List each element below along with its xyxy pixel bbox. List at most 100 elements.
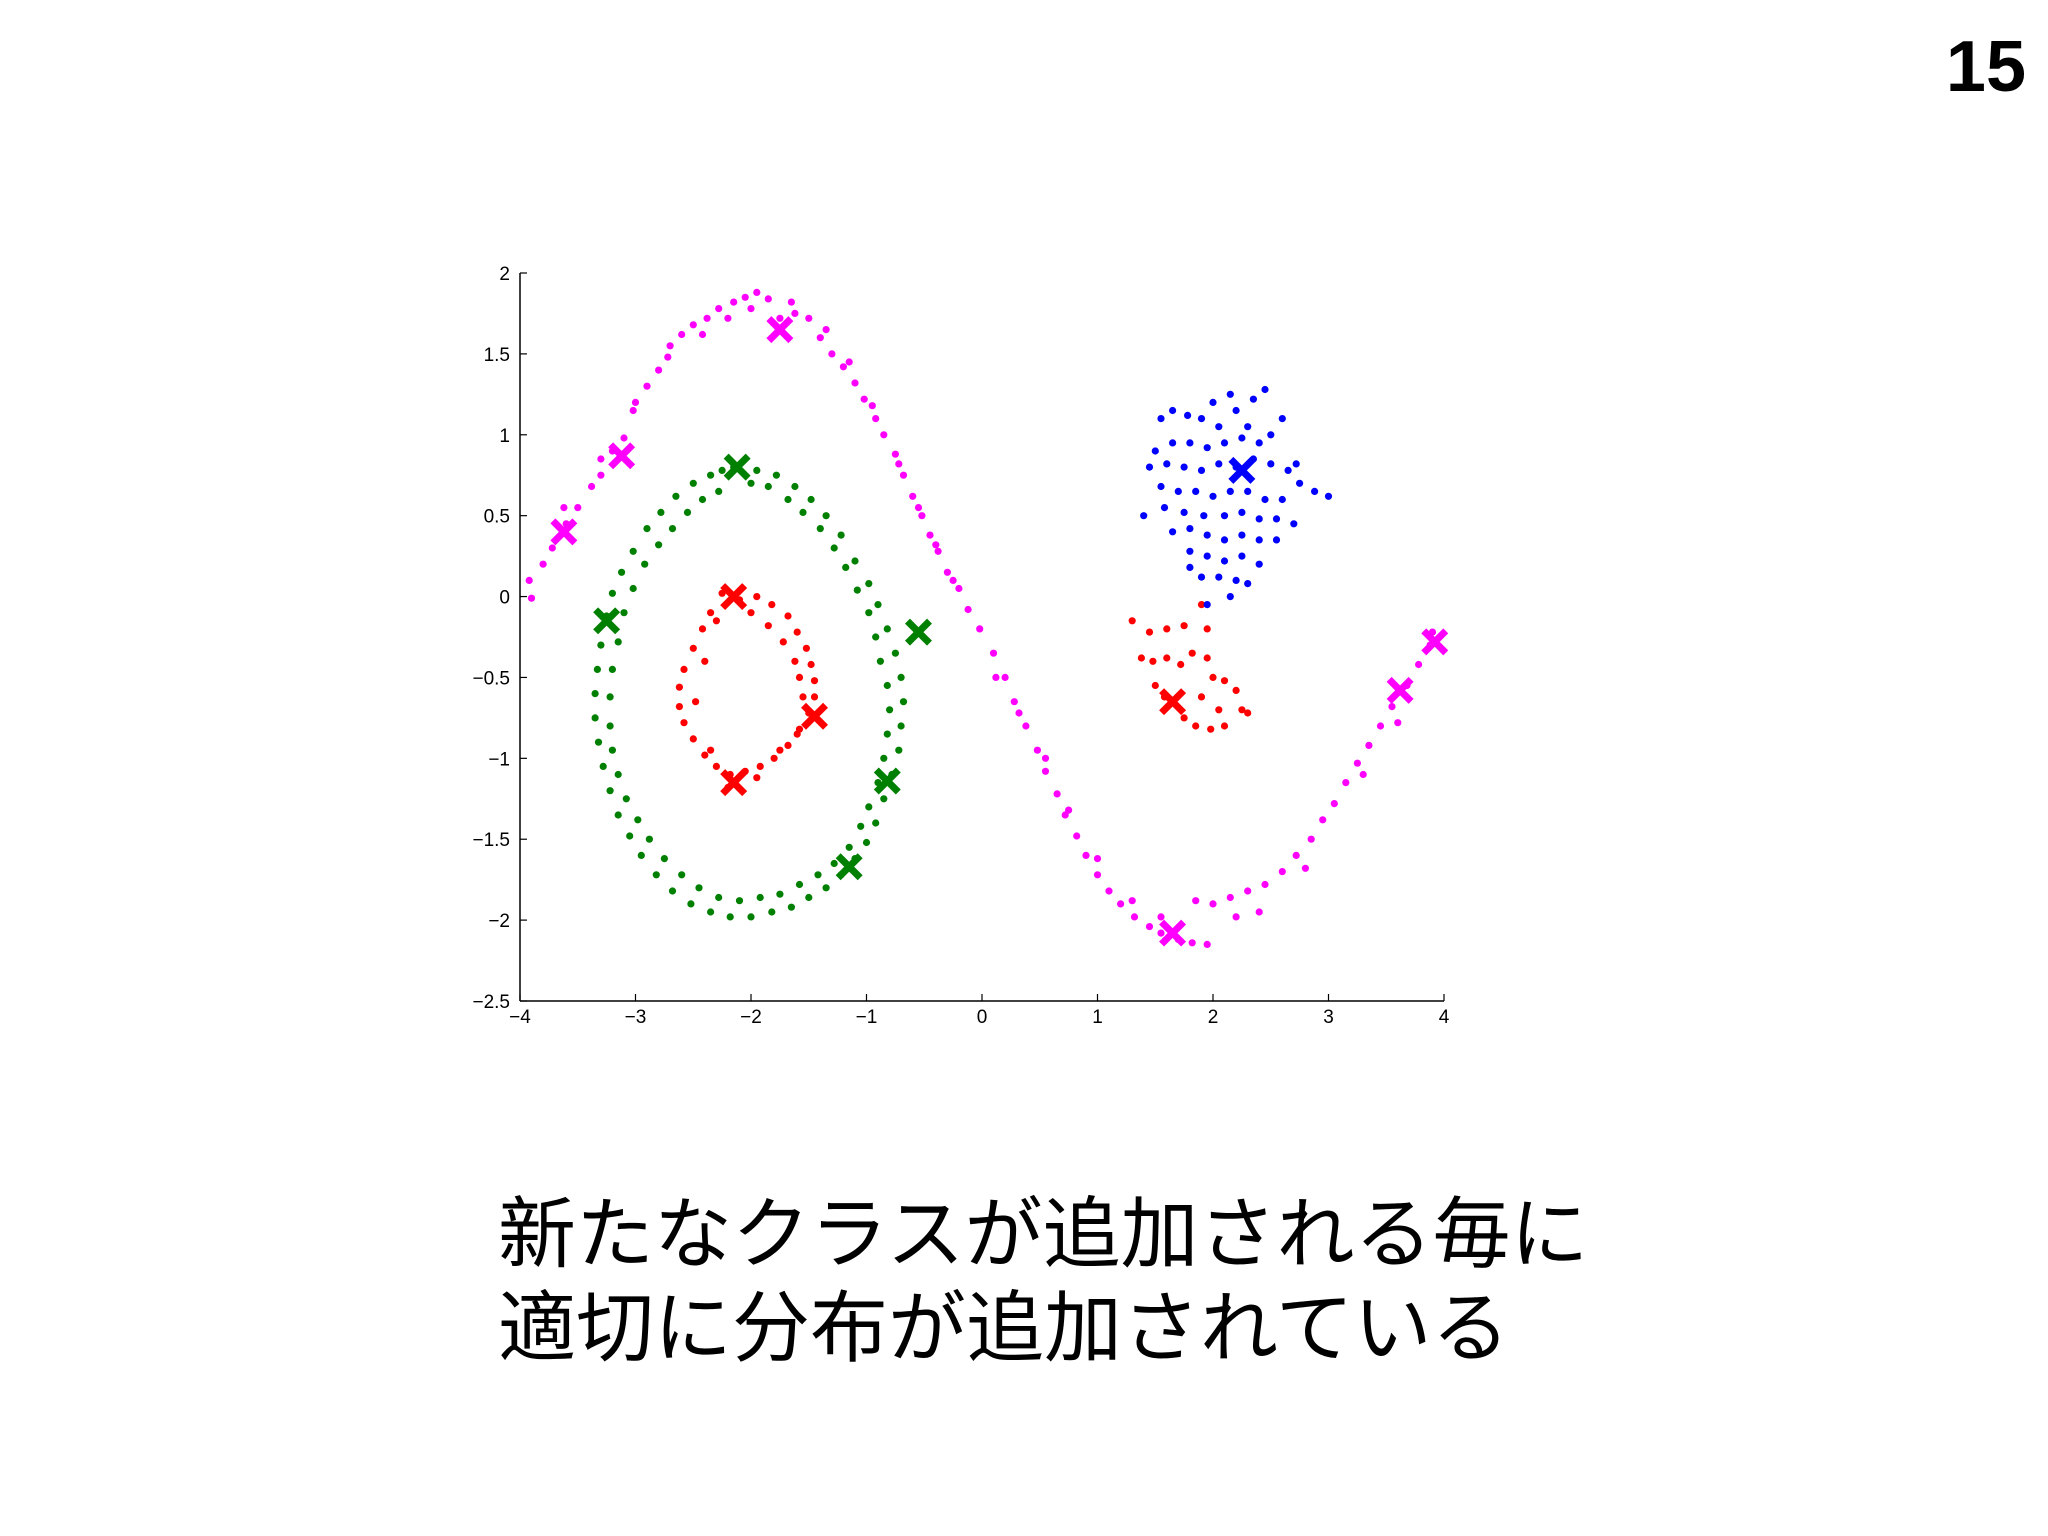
cluster-center-marker [1159, 919, 1187, 947]
cluster-center-marker [593, 607, 621, 635]
data-point [943, 568, 952, 576]
scatter-plot: −4 −3 −2 −1 0 1 2 3 4 2 1.5 1 0.5 0 −0.5 −1 −1.5 −2 −2.5 [472, 264, 1449, 1028]
data-point [886, 706, 894, 714]
data-point [692, 698, 700, 706]
data-point [1010, 698, 1018, 706]
data-point [776, 890, 784, 898]
data-point [1209, 398, 1217, 406]
data-point [807, 660, 815, 669]
data-point [865, 580, 873, 588]
data-point [1255, 439, 1263, 447]
data-point [1220, 677, 1229, 685]
data-point [1244, 487, 1252, 495]
data-point [1022, 722, 1030, 730]
data-point [1145, 628, 1154, 636]
data-point [724, 314, 732, 322]
data-point [1238, 552, 1246, 560]
data-point [810, 677, 819, 685]
data-point [1197, 573, 1206, 581]
data-point [1319, 816, 1327, 824]
data-point [747, 305, 755, 313]
data-point [1163, 625, 1171, 633]
y-tick-label: 1.5 [484, 345, 510, 366]
cluster-center-marker [720, 583, 748, 611]
data-point [839, 363, 848, 371]
data-point [666, 342, 674, 350]
data-point [1163, 460, 1171, 468]
data-point [1278, 415, 1286, 423]
y-tick-label: 0.5 [484, 507, 510, 528]
data-point [816, 334, 824, 342]
data-point [689, 735, 697, 743]
data-point [675, 683, 684, 691]
data-point [574, 504, 582, 512]
cluster-center-marker [723, 453, 751, 481]
data-point [618, 568, 626, 576]
data-point [594, 738, 603, 746]
data-point [883, 681, 891, 690]
y-tick-label: 2 [499, 264, 510, 285]
data-point [1140, 512, 1148, 520]
data-point [712, 617, 721, 625]
y-tick-label: 1 [499, 426, 510, 447]
data-point [588, 482, 596, 491]
data-point [539, 560, 547, 568]
data-point [695, 884, 703, 892]
data-point [1207, 725, 1215, 733]
data-point [837, 531, 845, 539]
data-point [1203, 552, 1211, 560]
data-point [883, 730, 891, 738]
data-point [629, 584, 637, 593]
data-point [629, 406, 637, 415]
data-point [976, 625, 984, 633]
data-point [753, 288, 761, 296]
data-point [1292, 460, 1300, 468]
data-point [703, 314, 711, 322]
data-point [872, 819, 880, 827]
data-point [934, 547, 942, 555]
data-point [606, 787, 614, 795]
data-point [793, 730, 801, 738]
data-point [608, 665, 617, 674]
plot-axes: −4 −3 −2 −1 0 1 2 3 4 2 1.5 1 0.5 0 −0.5 −1 −1.5 −2 −2.5 [472, 264, 1449, 1028]
data-point [1053, 790, 1061, 798]
data-point [1232, 406, 1240, 415]
data-point [1226, 593, 1234, 601]
data-point [597, 641, 605, 649]
data-point [880, 754, 888, 762]
data-point [1169, 528, 1177, 536]
data-point [1365, 741, 1373, 750]
data-point [802, 644, 811, 652]
data-point [1184, 411, 1192, 419]
data-point [795, 673, 804, 682]
data-point [1255, 560, 1263, 568]
data-point [643, 382, 651, 390]
cluster-center-marker [801, 702, 828, 730]
data-point [1128, 617, 1136, 625]
data-point [1192, 722, 1200, 730]
y-tick-label: −2.5 [472, 992, 510, 1013]
data-point [606, 693, 614, 701]
data-point [753, 774, 761, 782]
data-point [1192, 897, 1200, 905]
data-point [1160, 504, 1169, 512]
data-point [876, 657, 885, 665]
data-point [851, 379, 859, 387]
data-point [707, 609, 715, 617]
data-point [1220, 512, 1229, 520]
data-point [1244, 423, 1252, 431]
data-point [756, 762, 764, 771]
data-point [842, 563, 850, 572]
data-point [655, 366, 663, 374]
data-point [1238, 531, 1246, 539]
x-tick-label: −1 [856, 1007, 878, 1028]
data-point [599, 762, 607, 771]
data-point [949, 576, 957, 585]
data-point [593, 665, 602, 674]
data-point [1232, 576, 1240, 585]
data-point [527, 594, 536, 602]
data-point [718, 466, 726, 474]
data-point [641, 560, 649, 568]
data-point [1180, 714, 1188, 722]
data-point [608, 589, 617, 597]
